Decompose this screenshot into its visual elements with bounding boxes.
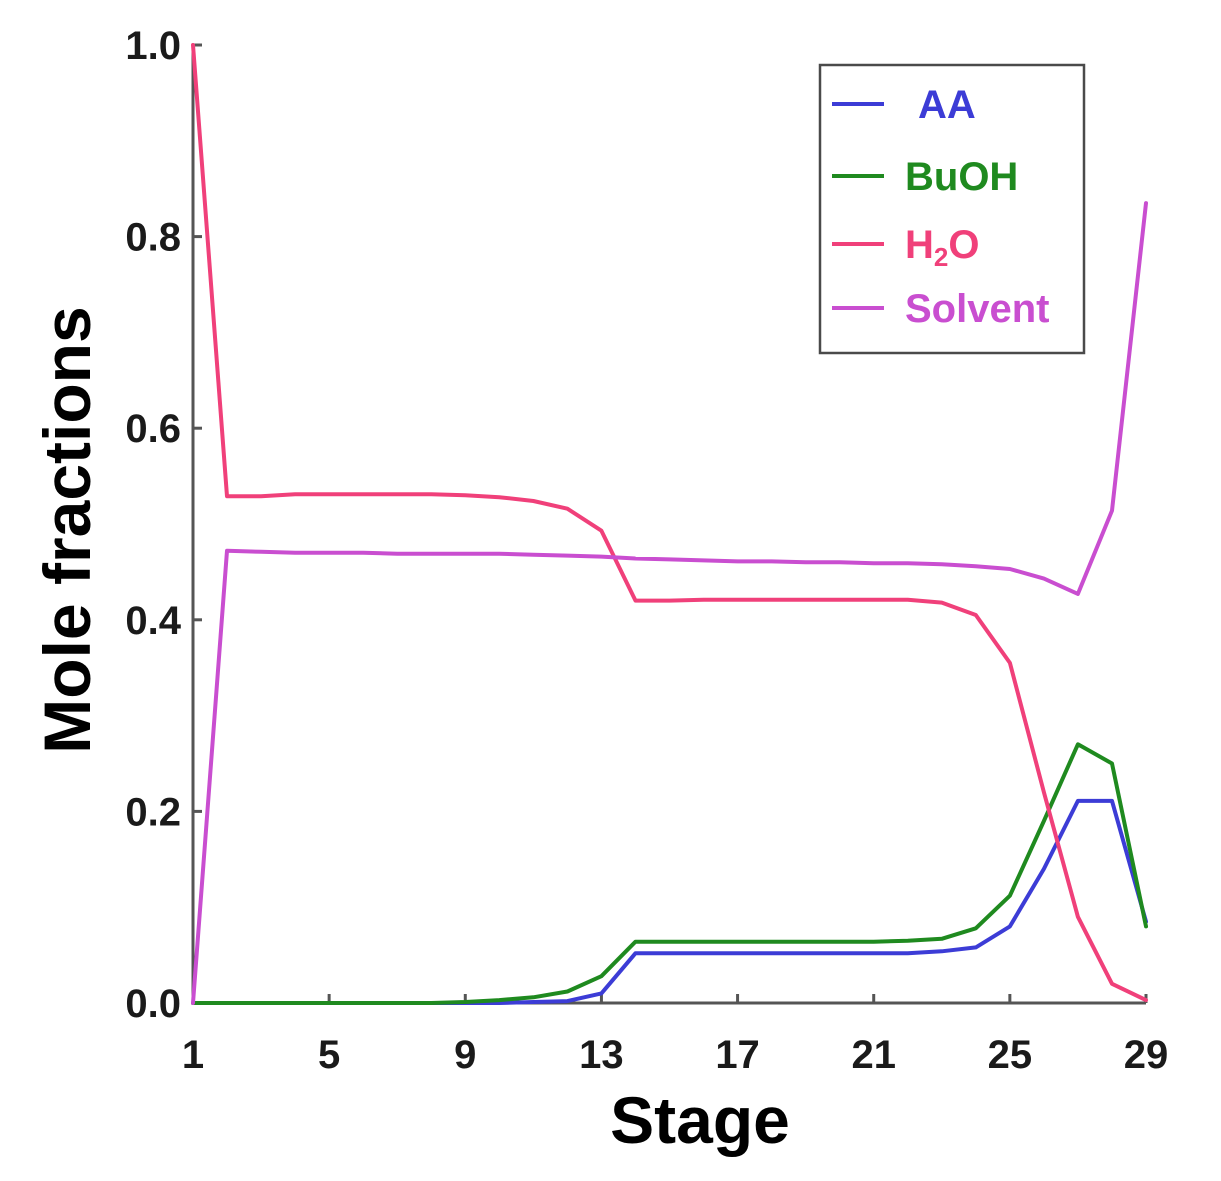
- x-tick-label: 17: [715, 1033, 760, 1077]
- axes: 0.0 0.2 0.4 0.6 0.8 1.0 1 5 9 13 17 21 25 29: [125, 24, 1168, 1077]
- legend-label: BuOH: [905, 155, 1018, 199]
- y-tick-label: 0.4: [125, 599, 181, 643]
- x-tick-label: 21: [851, 1033, 896, 1077]
- series-line-buoh: [191, 742, 1148, 1005]
- x-tick-label: 29: [1124, 1033, 1169, 1077]
- legend-label: Solvent: [905, 287, 1049, 331]
- y-tick-label: 0.6: [125, 407, 181, 451]
- x-tick-label: 1: [182, 1033, 204, 1077]
- legend-label: AA: [918, 83, 976, 127]
- legend-box: [818, 63, 1086, 355]
- y-tick-label: 1.0: [125, 24, 181, 68]
- series-line-h: [191, 43, 1148, 1003]
- x-tick-label: 13: [579, 1033, 624, 1077]
- x-tick-label: 25: [988, 1033, 1033, 1077]
- y-tick-label: 0.2: [125, 790, 181, 834]
- series-lines: [191, 43, 1148, 1005]
- y-tick-label: 0.0: [125, 982, 181, 1026]
- x-tick-label: 9: [454, 1033, 476, 1077]
- y-axis-title: Mole fractions: [30, 306, 104, 753]
- x-tick-label: 5: [318, 1033, 340, 1077]
- x-axis-title: Stage: [610, 1083, 790, 1157]
- series-line-solvent: [191, 201, 1148, 1005]
- y-tick-label: 0.8: [125, 216, 181, 260]
